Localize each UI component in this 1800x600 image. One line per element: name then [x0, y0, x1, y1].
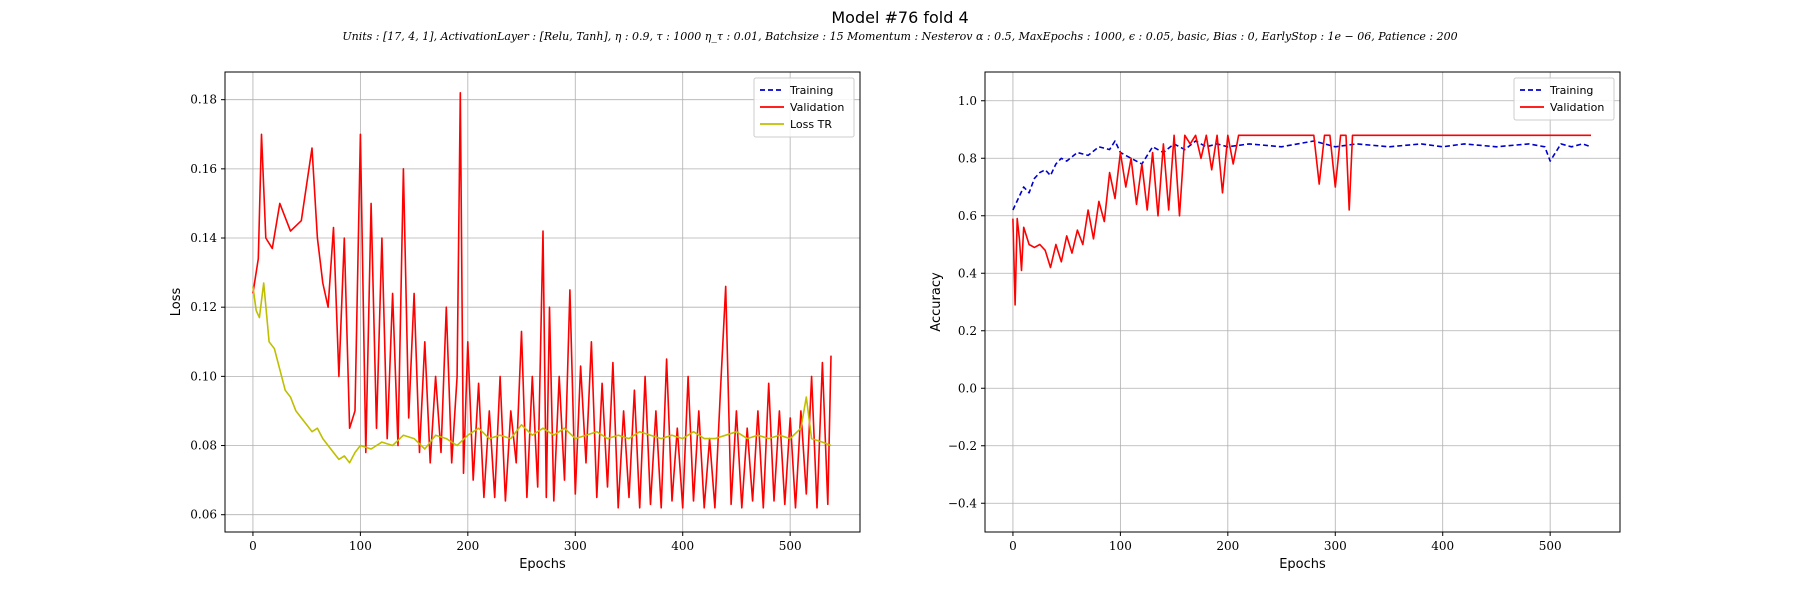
x-tick-label: 500 — [1539, 539, 1562, 553]
legend-label: Validation — [790, 101, 844, 114]
y-tick-label: 0.6 — [958, 209, 977, 223]
legend-label: Training — [1549, 84, 1593, 97]
legend-box — [753, 77, 855, 138]
legend-label: Training — [789, 84, 833, 97]
y-tick-label: 0.08 — [190, 439, 217, 453]
y-tick-label: −0.4 — [948, 496, 978, 510]
y-tick-label: 0.12 — [190, 300, 217, 314]
series-line-1 — [252, 92, 832, 509]
y-tick-label: 1.0 — [958, 94, 977, 108]
x-tick-label: 400 — [1431, 539, 1454, 553]
x-tick-label: 100 — [1109, 539, 1132, 553]
y-tick-label: 0.18 — [190, 93, 217, 107]
series-line-2 — [252, 282, 832, 464]
legend-box — [1513, 77, 1615, 121]
x-tick-label: 100 — [349, 539, 372, 553]
x-tick-label: 200 — [1216, 539, 1239, 553]
figure-title: Model #76 fold 4 — [831, 8, 969, 27]
x-tick-label: 0 — [249, 539, 257, 553]
series-line-1 — [1012, 134, 1591, 306]
loss-chart: 0 100 200 300 400 500 0.06 0.08 0.10 0.12 0.14 0.16… — [169, 71, 861, 572]
x-tick-label: 300 — [564, 539, 587, 553]
legend-label: Validation — [1550, 101, 1604, 114]
accuracy-chart: 0 100 200 300 400 500 −0.4 −0.2 0.0 0.2 0.4 0.6 0.8 1… — [929, 71, 1621, 572]
x-tick-label: 200 — [456, 539, 479, 553]
series-line-0 — [1012, 140, 1592, 211]
y-tick-label: 0.06 — [190, 508, 217, 522]
x-tick-label: 500 — [779, 539, 802, 553]
x-axis-label: Epochs — [1279, 557, 1326, 572]
y-tick-label: 0.10 — [190, 369, 217, 383]
y-tick-label: 0.14 — [190, 231, 217, 245]
legend: Training Validation — [1513, 77, 1615, 121]
y-tick-label: 0.4 — [958, 266, 977, 280]
y-axis-label: Loss — [169, 288, 184, 317]
y-axis-label: Accuracy — [929, 272, 944, 332]
y-tick-label: 0.8 — [958, 151, 977, 165]
figure-subtitle: Units : [17, 4, 1], ActivationLayer : [R… — [342, 30, 1458, 43]
axes-frame — [984, 71, 1621, 533]
x-axis-label: Epochs — [519, 557, 566, 572]
axes-frame — [224, 71, 861, 533]
legend-label: Loss TR — [790, 118, 832, 131]
y-tick-label: −0.2 — [948, 439, 977, 453]
x-tick-label: 300 — [1324, 539, 1347, 553]
legend: Training Validation Loss TR — [753, 77, 855, 138]
x-tick-label: 400 — [671, 539, 694, 553]
y-tick-label: 0.2 — [958, 324, 977, 338]
y-tick-label: 0.0 — [958, 381, 977, 395]
y-tick-label: 0.16 — [190, 162, 217, 176]
x-tick-label: 0 — [1009, 539, 1017, 553]
